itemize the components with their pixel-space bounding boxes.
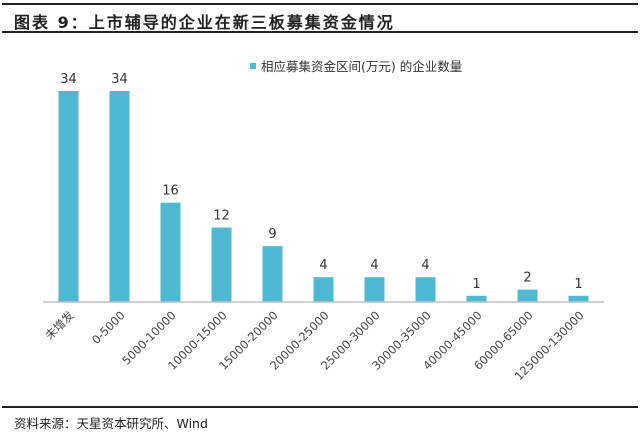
data-label: 9: [268, 227, 276, 242]
bar: [262, 246, 283, 302]
bar: [160, 202, 181, 302]
data-label: 4: [319, 258, 327, 273]
data-label: 16: [162, 184, 179, 199]
title-top-rule: [2, 3, 638, 5]
bar: [211, 227, 232, 302]
legend-swatch: [250, 63, 256, 69]
chart-title: 图表 9：上市辅导的企业在新三板募集资金情况: [14, 13, 395, 32]
x-tick-label: 未增发: [42, 308, 77, 343]
footer-rule: [2, 406, 638, 408]
source-note: 资料来源：天星资本研究所、Wind: [14, 416, 208, 431]
bar: [517, 289, 538, 302]
bar: [415, 277, 436, 302]
data-label: 2: [523, 271, 531, 286]
legend-label: 相应募集资金区间(万元) 的企业数量: [261, 59, 462, 74]
bar: [568, 295, 589, 302]
data-label: 1: [472, 277, 480, 292]
bar: [109, 91, 130, 302]
bar: [364, 277, 385, 302]
data-label: 4: [370, 258, 378, 273]
data-label: 34: [60, 72, 77, 87]
bar: [58, 91, 79, 302]
data-label: 34: [111, 72, 128, 87]
data-label: 4: [421, 258, 429, 273]
data-label: 12: [213, 209, 230, 224]
bar: [466, 295, 487, 302]
bar: [313, 277, 334, 302]
data-label: 1: [574, 277, 582, 292]
x-tick-label: 0-5000: [89, 308, 128, 347]
title-bottom-rule: [2, 31, 638, 33]
